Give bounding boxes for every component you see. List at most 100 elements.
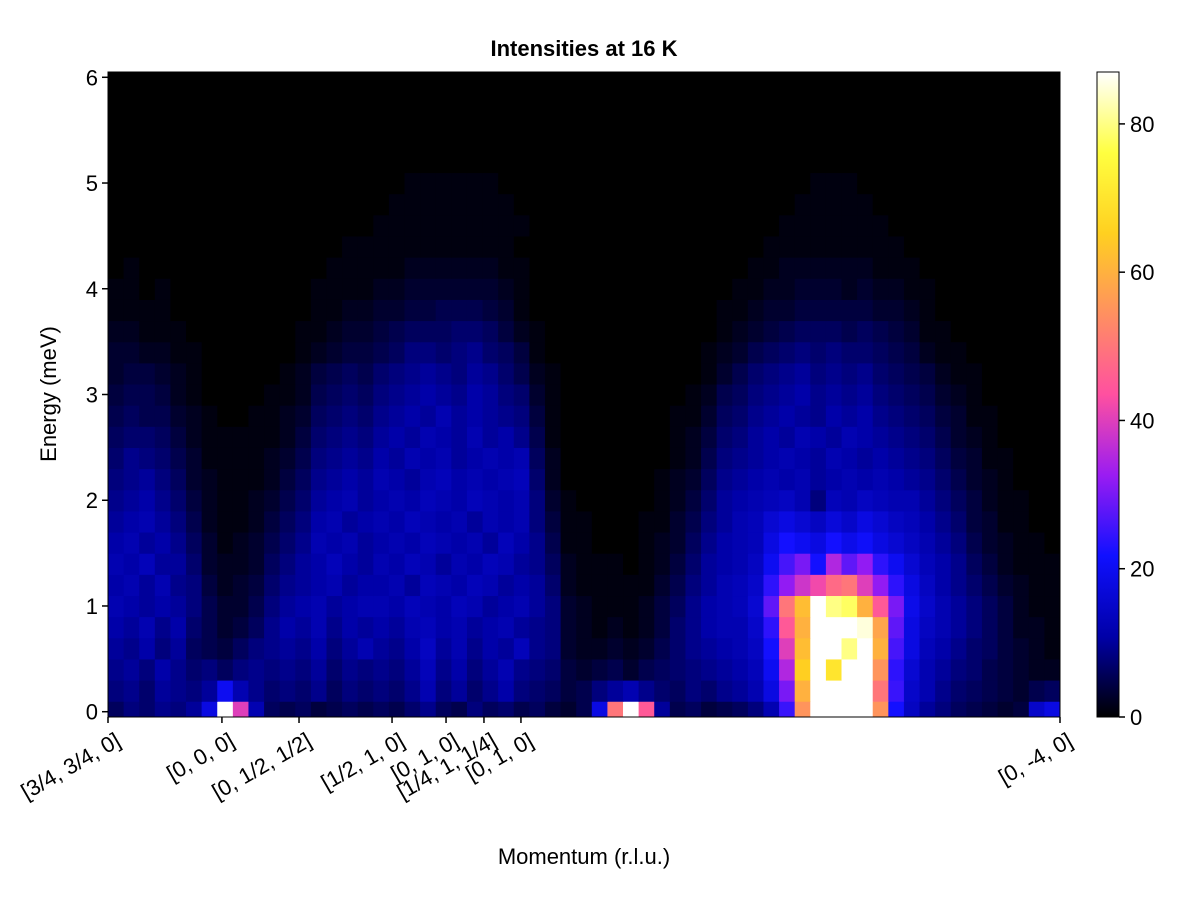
heatmap-cell xyxy=(420,341,437,364)
heatmap-cell xyxy=(607,109,624,131)
heatmap-cell xyxy=(591,510,609,533)
heatmap-cell xyxy=(466,447,484,470)
heatmap-cell xyxy=(685,468,702,491)
heatmap-cell xyxy=(264,616,281,639)
heatmap-cell xyxy=(482,531,499,554)
heatmap-cell xyxy=(591,383,609,406)
heatmap-cell xyxy=(1044,172,1060,195)
heatmap-cell xyxy=(154,679,172,702)
heatmap-cell xyxy=(1044,130,1060,152)
heatmap-cell xyxy=(201,383,218,406)
heatmap-cell xyxy=(279,362,296,385)
heatmap-cell xyxy=(779,383,796,406)
heatmap-cell xyxy=(466,616,484,639)
heatmap-cell xyxy=(857,130,874,152)
heatmap-cell xyxy=(919,235,936,258)
heatmap-cell xyxy=(217,383,234,406)
heatmap-cell xyxy=(170,109,187,131)
heatmap-cell xyxy=(623,405,640,427)
heatmap-cell xyxy=(186,172,203,195)
heatmap-cell xyxy=(919,616,936,639)
heatmap-cell xyxy=(388,595,406,618)
heatmap-cell xyxy=(701,447,718,470)
heatmap-cell xyxy=(342,320,359,343)
heatmap-cell xyxy=(404,151,421,174)
heatmap-cell xyxy=(935,595,952,618)
heatmap-cell xyxy=(607,531,624,554)
heatmap-cell xyxy=(732,383,749,406)
heatmap-cell xyxy=(950,637,967,660)
heatmap-cell xyxy=(529,87,546,110)
heatmap-cell xyxy=(513,341,530,364)
heatmap-cell xyxy=(357,679,374,702)
heatmap-cell xyxy=(498,531,515,554)
heatmap-cell xyxy=(857,320,874,343)
heatmap-cell xyxy=(747,553,765,575)
heatmap-cell xyxy=(1028,679,1045,702)
heatmap-cell xyxy=(342,299,359,322)
heatmap-cell xyxy=(201,701,218,717)
heatmap-cell xyxy=(560,299,577,322)
heatmap-cell xyxy=(638,616,655,639)
heatmap-cell xyxy=(888,405,905,427)
heatmap-cell xyxy=(154,468,172,491)
heatmap-cell xyxy=(560,616,577,639)
heatmap-cell xyxy=(466,214,484,237)
heatmap-cell xyxy=(981,447,999,470)
heatmap-cell xyxy=(950,362,967,385)
heatmap-cell xyxy=(264,151,281,174)
heatmap-cell xyxy=(950,278,967,300)
heatmap-cell xyxy=(232,447,250,470)
heatmap-cell xyxy=(435,278,452,300)
heatmap-cell xyxy=(872,172,889,195)
heatmap-cell xyxy=(1028,320,1045,343)
heatmap-cell xyxy=(685,214,702,237)
heatmap-cell xyxy=(654,193,671,216)
heatmap-cell xyxy=(950,510,967,533)
heatmap-cell xyxy=(638,214,655,237)
heatmap-cell xyxy=(529,701,546,717)
heatmap-cell xyxy=(217,172,234,195)
heatmap-cell xyxy=(544,489,562,512)
heatmap-cell xyxy=(732,679,749,702)
heatmap-cell xyxy=(981,489,999,512)
heatmap-cell xyxy=(825,510,843,533)
heatmap-cell xyxy=(950,679,967,702)
heatmap-cell xyxy=(1013,468,1030,491)
heatmap-cell xyxy=(623,489,640,512)
heatmap-cell xyxy=(857,72,874,89)
heatmap-cell xyxy=(420,109,437,131)
heatmap-cell xyxy=(139,426,156,448)
heatmap-cell xyxy=(638,531,655,554)
heatmap-cell xyxy=(716,679,733,702)
heatmap-cell xyxy=(373,468,390,491)
heatmap-cell xyxy=(638,235,655,258)
heatmap-cell xyxy=(170,257,187,279)
heatmap-cell xyxy=(248,172,265,195)
heatmap-cell xyxy=(201,130,218,152)
heatmap-cell xyxy=(170,405,187,427)
heatmap-cell xyxy=(794,257,811,279)
heatmap-cell xyxy=(154,72,172,89)
heatmap-cell xyxy=(716,320,733,343)
heatmap-cell xyxy=(763,701,780,717)
heatmap-cell xyxy=(857,257,874,279)
heatmap-cell xyxy=(576,616,593,639)
heatmap-cell xyxy=(701,257,718,279)
heatmap-cell xyxy=(295,489,312,512)
heatmap-cell xyxy=(154,257,172,279)
heatmap-cell xyxy=(201,616,218,639)
heatmap-cell xyxy=(997,109,1014,131)
heatmap-cell xyxy=(466,574,484,597)
heatmap-cell xyxy=(950,468,967,491)
heatmap-cell xyxy=(388,278,406,300)
heatmap-cell xyxy=(513,87,530,110)
heatmap-cell xyxy=(217,468,234,491)
heatmap-cell xyxy=(154,426,172,448)
heatmap-cell xyxy=(591,172,609,195)
heatmap-cell xyxy=(170,637,187,660)
heatmap-cell xyxy=(295,172,312,195)
heatmap-cell xyxy=(888,553,905,575)
heatmap-cell xyxy=(623,574,640,597)
heatmap-cell xyxy=(701,405,718,427)
